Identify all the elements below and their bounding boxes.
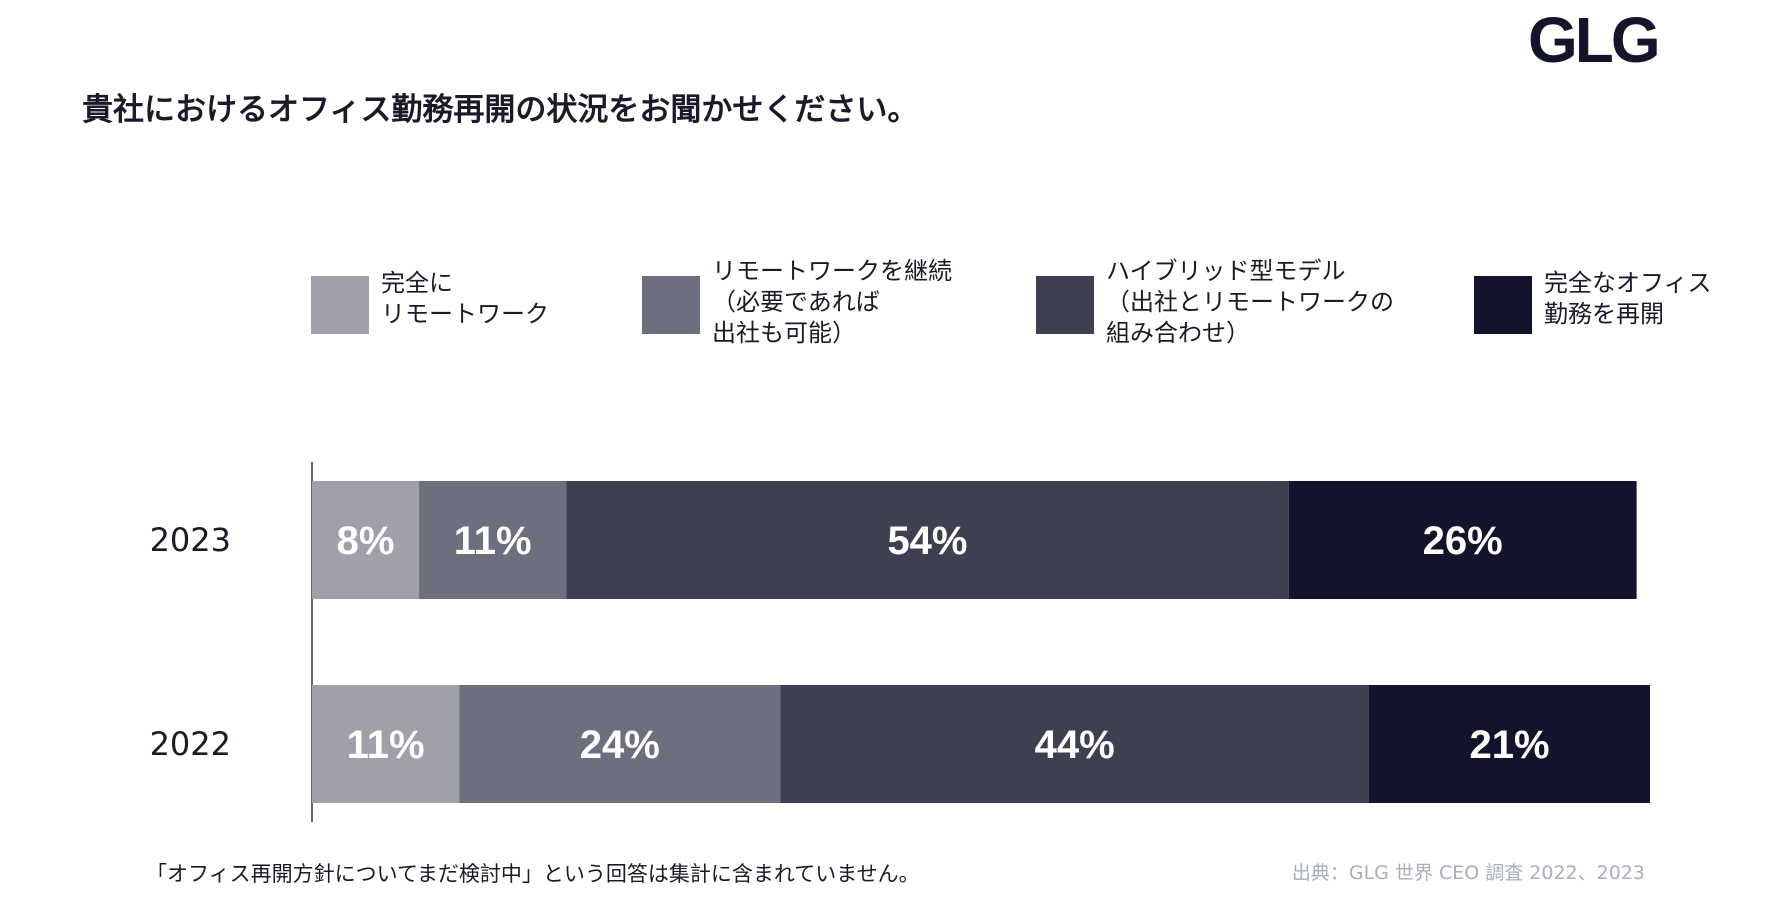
data-label-2023-0: 8% — [337, 519, 395, 563]
category-label-2022: 2022 — [150, 725, 231, 763]
legend-swatch — [1036, 276, 1094, 334]
data-label-2022-3: 21% — [1469, 723, 1549, 767]
legend-swatch — [311, 276, 369, 334]
data-label-2023-2: 54% — [887, 519, 967, 563]
footnote: 「オフィス再開方針についてまだ検討中」という回答は集計に含まれていません。 — [146, 862, 920, 886]
data-label-2022-0: 11% — [347, 723, 425, 767]
bar-segment-2022-3 — [1369, 685, 1650, 803]
bar-segment-2023-1 — [419, 481, 567, 599]
category-label-2023: 2023 — [150, 521, 231, 559]
bar-segment-2022-0 — [312, 685, 460, 803]
legend-label: リモートワークを継続 （必要であれば 出社も可能） — [712, 257, 952, 347]
bar-segment-2023-2 — [566, 481, 1289, 599]
legend-swatch — [642, 276, 700, 334]
source-note: 出典：GLG 世界 CEO 調査 2022、2023 — [1291, 862, 1645, 884]
legend-label: ハイブリッド型モデル （出社とリモートワークの 組み合わせ） — [1106, 257, 1394, 347]
data-label-2023-1: 11% — [454, 519, 532, 563]
legend-label: 完全なオフィス 勤務を再開 — [1544, 269, 1712, 328]
data-label-2022-1: 24% — [580, 723, 660, 767]
bar-segment-2022-2 — [780, 685, 1370, 803]
data-label-2023-3: 26% — [1423, 519, 1503, 563]
page-title: 貴社におけるオフィス勤務再開の状況をお聞かせください。 — [82, 92, 919, 128]
data-label-2022-2: 44% — [1035, 723, 1115, 767]
glg-logo: GLG — [1528, 4, 1661, 76]
legend-swatch — [1474, 276, 1532, 334]
bar-segment-2022-1 — [459, 685, 781, 803]
legend-label: 完全に リモートワーク — [381, 269, 549, 328]
bar-segment-2023-3 — [1288, 481, 1637, 599]
bar-segment-2023-0 — [312, 481, 420, 599]
